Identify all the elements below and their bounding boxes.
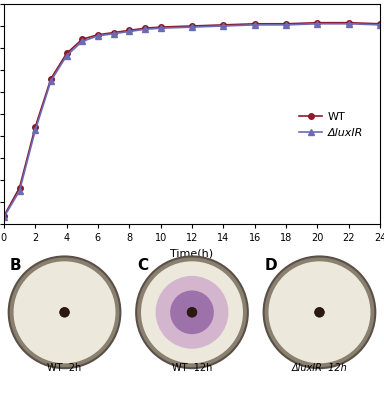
- Circle shape: [264, 256, 375, 368]
- ΔluxIR: [378, 22, 382, 27]
- WT: [48, 76, 53, 81]
- WT: [2, 214, 6, 219]
- Text: WT  2h: WT 2h: [47, 363, 82, 373]
- Text: WT  12h: WT 12h: [172, 363, 212, 373]
- ΔluxIR: [252, 22, 257, 27]
- ΔluxIR: [190, 25, 194, 30]
- Circle shape: [13, 261, 116, 363]
- WT: [315, 20, 320, 25]
- WT: [378, 21, 382, 26]
- ΔluxIR: [315, 21, 320, 26]
- Legend: WT, ΔluxIR: WT, ΔluxIR: [295, 108, 367, 142]
- Text: D: D: [265, 258, 278, 273]
- ΔluxIR: [143, 27, 147, 32]
- WT: [17, 185, 22, 190]
- WT: [252, 21, 257, 26]
- Circle shape: [170, 290, 214, 334]
- Circle shape: [314, 308, 324, 317]
- ΔluxIR: [48, 78, 53, 83]
- ΔluxIR: [64, 53, 69, 58]
- WT: [158, 25, 163, 30]
- ΔluxIR: [284, 22, 288, 27]
- Circle shape: [9, 256, 120, 368]
- ΔluxIR: [111, 31, 116, 36]
- ΔluxIR: [17, 188, 22, 193]
- ΔluxIR: [2, 215, 6, 220]
- Line: WT: WT: [1, 20, 383, 219]
- ΔluxIR: [221, 24, 226, 28]
- ΔluxIR: [80, 39, 84, 44]
- Text: C: C: [137, 258, 149, 273]
- WT: [80, 37, 84, 42]
- ΔluxIR: [346, 21, 351, 26]
- WT: [284, 21, 288, 26]
- WT: [96, 32, 100, 37]
- Text: B: B: [10, 258, 22, 273]
- ΔluxIR: [158, 26, 163, 30]
- Line: ΔluxIR: ΔluxIR: [1, 21, 383, 220]
- Circle shape: [187, 308, 197, 317]
- Circle shape: [136, 256, 248, 368]
- WT: [111, 30, 116, 35]
- WT: [143, 26, 147, 30]
- Circle shape: [141, 261, 243, 363]
- ΔluxIR: [33, 128, 38, 133]
- X-axis label: Time(h): Time(h): [170, 248, 214, 258]
- WT: [127, 28, 132, 33]
- WT: [64, 51, 69, 56]
- Circle shape: [156, 276, 228, 349]
- WT: [346, 20, 351, 25]
- WT: [190, 24, 194, 28]
- WT: [221, 22, 226, 27]
- ΔluxIR: [127, 29, 132, 34]
- Text: ΔluxIR  12h: ΔluxIR 12h: [291, 363, 348, 373]
- ΔluxIR: [96, 34, 100, 38]
- WT: [33, 125, 38, 130]
- Circle shape: [60, 308, 70, 317]
- Circle shape: [268, 261, 371, 363]
